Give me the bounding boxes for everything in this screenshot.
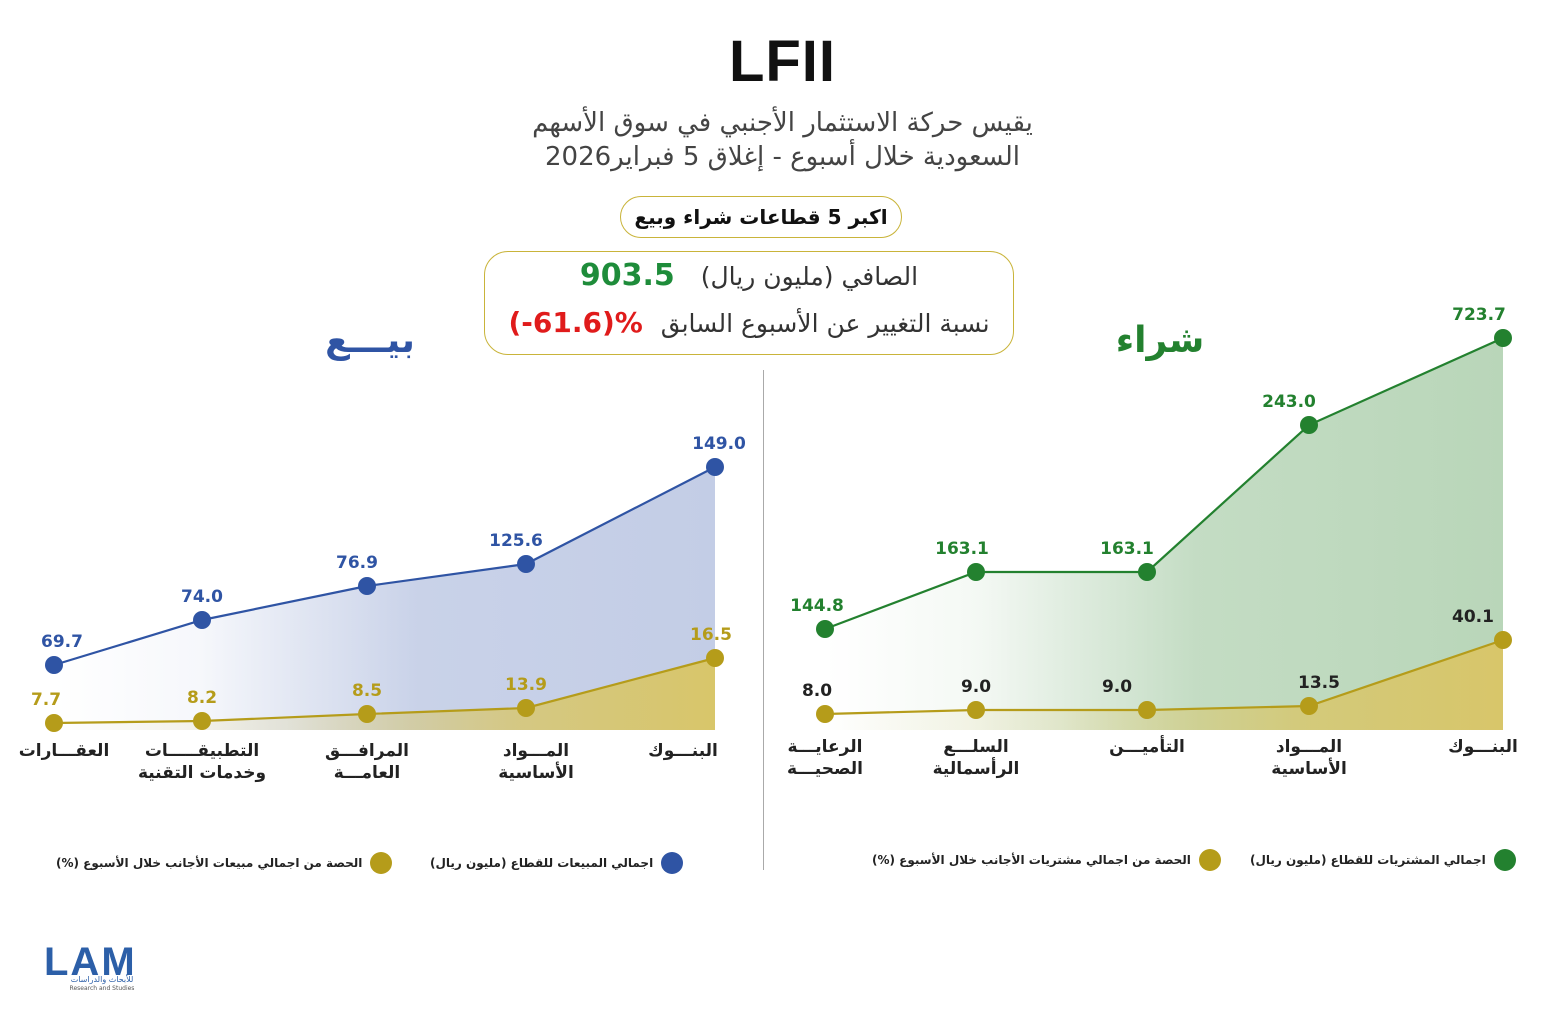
legend-sell-total-label: اجمالي المبيعات للقطاع (مليون ريال) (430, 856, 654, 870)
legend-buy-total: اجمالي المشتريات للقطاع (مليون ريال) (1250, 849, 1516, 871)
share-point (1494, 631, 1512, 649)
total-data-label: 69.7 (41, 632, 83, 652)
total-point (1138, 563, 1156, 581)
category-label: البنـــوك (1448, 737, 1518, 757)
change-value-text: (-61.6)% (508, 306, 643, 339)
share-data-label: 8.0 (802, 681, 832, 701)
total-point (45, 656, 63, 674)
total-point (706, 458, 724, 476)
legend-buy-total-label: اجمالي المشتريات للقطاع (مليون ريال) (1250, 853, 1486, 867)
share-point (967, 701, 985, 719)
share-point (193, 712, 211, 730)
total-point (193, 611, 211, 629)
share-area (825, 640, 1503, 730)
category-label: المرافـــق (325, 741, 409, 761)
category-label: العقـــارات (19, 741, 110, 761)
share-point (1300, 697, 1318, 715)
total-point (1300, 416, 1318, 434)
total-data-label: 125.6 (489, 531, 543, 551)
net-row: الصافي (مليون ريال) 903.5 (484, 258, 1014, 293)
subtitle-line-2: السعودية خلال أسبوع - إغلاق 5 فبراير2026 (545, 142, 1020, 172)
share-point (816, 705, 834, 723)
share-point (1138, 701, 1156, 719)
share-point (358, 705, 376, 723)
category-label: التطبيقـــــات (145, 741, 259, 761)
category-label: العامـــة (334, 763, 400, 783)
total-data-label: 144.8 (790, 596, 844, 616)
share-area (54, 658, 715, 730)
total-data-label: 163.1 (935, 539, 989, 559)
total-data-label: 163.1 (1100, 539, 1154, 559)
page-title: LFII (728, 29, 837, 94)
share-data-label: 9.0 (961, 677, 991, 697)
total-data-label: 243.0 (1262, 392, 1316, 412)
sell-heading: بيـــع (325, 320, 415, 361)
change-value: (-61.6)% (508, 306, 642, 339)
panel-divider (763, 370, 764, 870)
share-data-label: 13.9 (505, 675, 547, 695)
legend-sell-share-label: الحصة من اجمالي مبيعات الأجانب خلال الأس… (56, 856, 363, 870)
legend-dot-gold (1198, 849, 1221, 871)
category-label: وخدمات التقنية (138, 763, 266, 783)
change-label: نسبة التغيير عن الأسبوع السابق (660, 309, 990, 338)
total-area (54, 467, 715, 730)
legend-dot-green (1493, 849, 1516, 871)
total-data-label: 76.9 (336, 553, 378, 573)
lam-logo: LAM (44, 940, 137, 984)
logo-subtitle-ar: للأبحاث والدراسات (70, 975, 134, 984)
total-area (825, 338, 1503, 730)
legend-buy-share: الحصة من اجمالي مشتريات الأجانب خلال الأ… (872, 849, 1221, 871)
share-point (517, 699, 535, 717)
category-label: التأميـــن (1109, 735, 1185, 757)
share-data-label: 13.5 (1298, 673, 1340, 693)
share-data-label: 8.5 (352, 681, 382, 701)
category-label: الأساسية (498, 762, 574, 783)
category-label: المـــواد (503, 741, 569, 761)
category-label: الرأسمالية (933, 757, 1020, 779)
category-label: الأساسية (1271, 758, 1347, 779)
share-data-label: 9.0 (1102, 677, 1132, 697)
total-point (517, 555, 535, 573)
net-summary-box (484, 251, 1014, 355)
category-label: المـــواد (1276, 737, 1342, 757)
total-point (358, 577, 376, 595)
legend-dot-blue (661, 852, 684, 874)
total-data-label: 74.0 (181, 587, 223, 607)
category-label: الرعايـــة (788, 737, 863, 757)
share-data-label: 7.7 (31, 690, 61, 710)
net-value: 903.5 (579, 258, 675, 293)
legend-buy-share-label: الحصة من اجمالي مشتريات الأجانب خلال الأ… (872, 853, 1191, 867)
category-label: الصحيـــة (787, 759, 863, 779)
change-row: نسبة التغيير عن الأسبوع السابق (-61.6)% (484, 306, 1014, 339)
total-point (816, 620, 834, 638)
share-data-label: 16.5 (690, 625, 732, 645)
total-point (967, 563, 985, 581)
page-subtitle: يقيس حركة الاستثمار الأجنبي في سوق الأسه… (0, 106, 1565, 174)
subtitle-line-1: يقيس حركة الاستثمار الأجنبي في سوق الأسه… (532, 108, 1033, 138)
net-label: الصافي (مليون ريال) (700, 262, 919, 291)
top-sectors-label: اكبر 5 قطاعات شراء وبيع (620, 196, 902, 238)
logo-subtitle-en: Research and Studies (69, 985, 135, 992)
sell-chart: 69.7 7.7 العقـــارات 74.0 8.2 التطبيقـــــاتو… (19, 434, 746, 783)
category-label: البنـــوك (648, 741, 718, 761)
share-data-label: 40.1 (1452, 607, 1494, 627)
share-point (45, 714, 63, 732)
legend-sell-total: اجمالي المبيعات للقطاع (مليون ريال) (430, 852, 684, 874)
share-point (706, 649, 724, 667)
buy-heading: شراء (1115, 320, 1205, 361)
legend-dot-gold (370, 852, 393, 874)
category-label: السلـــع (943, 737, 1009, 757)
legend-sell-share: الحصة من اجمالي مبيعات الأجانب خلال الأس… (56, 852, 393, 874)
total-data-label: 149.0 (692, 434, 746, 454)
share-data-label: 8.2 (187, 688, 217, 708)
total-data-label: 723.7 (1452, 305, 1506, 325)
total-point (1494, 329, 1512, 347)
